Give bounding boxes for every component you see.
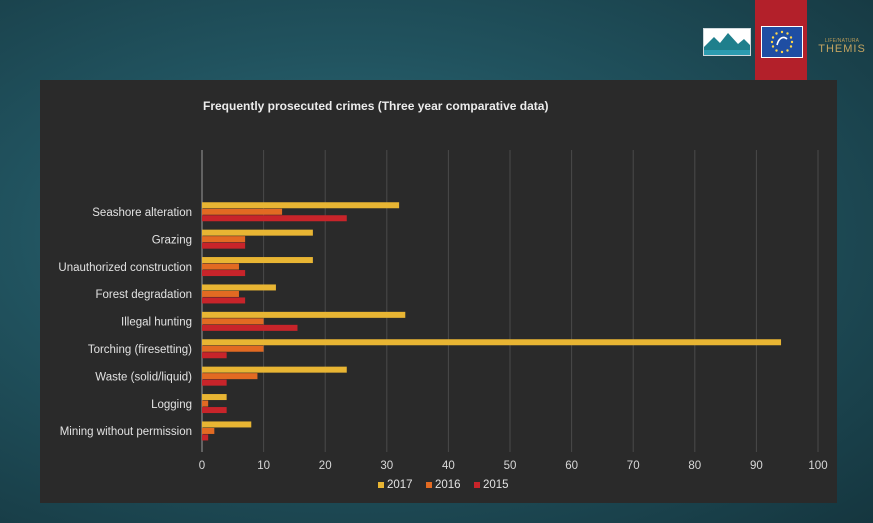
legend-label-2015: 2015 <box>483 479 509 491</box>
bar-2016-3 <box>202 290 239 297</box>
bar-2015-8 <box>202 434 209 441</box>
bar-2015-6 <box>202 379 227 386</box>
legend-label-2016: 2016 <box>435 479 461 491</box>
eu-life-logo <box>761 26 803 58</box>
bar-2015-3 <box>202 297 246 304</box>
bar-2015-0 <box>202 215 347 222</box>
logos-area: LIFE/NATURA THEMIS <box>703 0 873 80</box>
bar-2017-1 <box>202 229 313 236</box>
red-band <box>755 0 807 80</box>
bar-2016-2 <box>202 263 239 270</box>
mountain-logo-graphic <box>704 29 750 55</box>
bar-chart: 0 10 20 30 40 50 60 70 80 90 100 Seashore alteratio… <box>58 150 828 491</box>
x-tick-label: 60 <box>565 460 578 472</box>
bar-2015-7 <box>202 407 227 414</box>
bar-2016-6 <box>202 373 258 380</box>
x-tick-label: 70 <box>627 460 640 472</box>
legend-swatch-2016 <box>426 482 432 488</box>
bar-2017-7 <box>202 394 227 401</box>
category-label: Mining without permission <box>60 426 192 438</box>
mountain-logo <box>703 28 751 56</box>
category-label: Grazing <box>152 234 192 246</box>
x-tick-label: 20 <box>319 460 332 472</box>
themis-logo-text: THEMIS <box>818 43 866 55</box>
legend-swatch-2017 <box>378 482 384 488</box>
bar-2015-5 <box>202 352 227 359</box>
category-label: Logging <box>151 399 192 411</box>
bar-2016-1 <box>202 236 246 243</box>
bar-2016-4 <box>202 318 264 325</box>
x-tick-label: 30 <box>380 460 393 472</box>
chart-panel: Frequently prosecuted crimes (Three year… <box>40 80 837 503</box>
legend-swatch-2015 <box>474 482 480 488</box>
category-label: Seashore alteration <box>92 207 192 219</box>
x-tick-label: 50 <box>504 460 517 472</box>
category-label: Illegal hunting <box>121 317 192 329</box>
bar-2017-2 <box>202 257 313 264</box>
category-label: Waste (solid/liquid) <box>95 371 192 383</box>
bar-2015-2 <box>202 270 246 277</box>
bar-2015-1 <box>202 242 246 249</box>
themis-logo: LIFE/NATURA THEMIS <box>813 26 871 60</box>
x-tick-label: 100 <box>808 460 827 472</box>
category-label: Torching (firesetting) <box>88 344 192 356</box>
legend-label-2017: 2017 <box>387 479 413 491</box>
themis-logo-small-text: LIFE/NATURA <box>824 38 860 44</box>
bar-2016-0 <box>202 208 283 215</box>
bar-2017-8 <box>202 421 252 428</box>
bar-2017-6 <box>202 366 347 373</box>
x-tick-label: 0 <box>199 460 205 472</box>
bar-2017-3 <box>202 284 276 291</box>
bar-2015-4 <box>202 324 298 331</box>
chart-title: Frequently prosecuted crimes (Three year… <box>203 99 549 113</box>
x-tick-label: 40 <box>442 460 455 472</box>
bar-2017-0 <box>202 202 400 209</box>
bar-2016-7 <box>202 400 209 407</box>
bar-2017-4 <box>202 311 406 318</box>
bar-2016-8 <box>202 427 215 434</box>
x-tick-label: 10 <box>257 460 270 472</box>
category-label: Unauthorized construction <box>58 262 192 274</box>
x-tick-label: 80 <box>688 460 701 472</box>
bar-2016-5 <box>202 345 264 352</box>
eu-stars-icon <box>770 30 794 54</box>
x-tick-label: 90 <box>750 460 763 472</box>
bar-2017-5 <box>202 339 782 346</box>
category-label: Forest degradation <box>95 289 192 301</box>
